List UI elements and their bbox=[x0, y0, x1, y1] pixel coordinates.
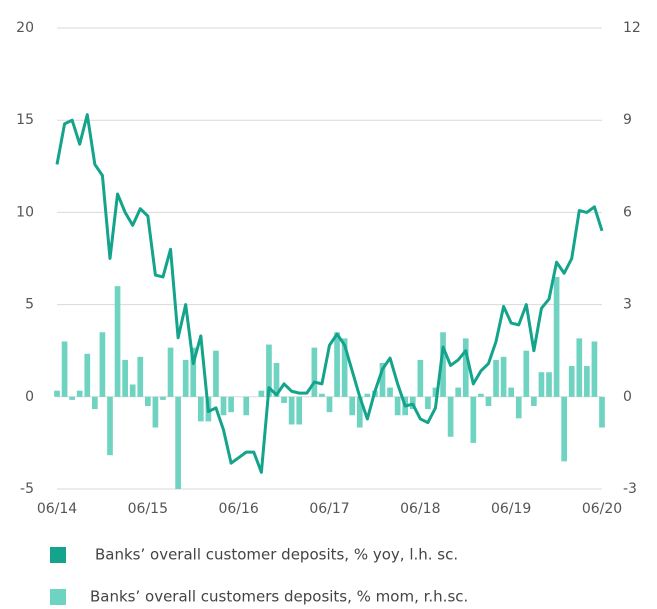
bar bbox=[326, 396, 333, 413]
y-tick-label: 10 bbox=[16, 204, 34, 220]
bar bbox=[175, 396, 181, 489]
bar bbox=[447, 396, 454, 437]
bar bbox=[220, 396, 227, 416]
bar bbox=[508, 387, 515, 397]
bar bbox=[462, 338, 469, 397]
bar bbox=[197, 396, 204, 422]
x-tick-label: 06/20 bbox=[582, 501, 622, 517]
bar bbox=[500, 356, 507, 397]
bar bbox=[54, 390, 60, 397]
x-tick-label: 06/17 bbox=[309, 501, 349, 517]
bar bbox=[84, 353, 91, 397]
bar bbox=[379, 362, 386, 397]
legend-label: Banks’ overall customers deposits, % mom… bbox=[90, 588, 468, 606]
y-tick-label: -5 bbox=[20, 481, 34, 497]
bar bbox=[394, 396, 401, 416]
x-tick-label: 06/19 bbox=[491, 501, 531, 517]
bar bbox=[356, 396, 363, 428]
bar bbox=[341, 338, 348, 397]
bar bbox=[107, 396, 113, 456]
bar bbox=[417, 359, 424, 397]
x-tick-label: 06/16 bbox=[218, 501, 258, 517]
bar bbox=[591, 341, 598, 397]
bar bbox=[561, 396, 567, 462]
x-tick-label: 06/15 bbox=[128, 501, 168, 517]
bar bbox=[266, 344, 272, 397]
bar bbox=[167, 347, 174, 397]
bar bbox=[152, 396, 159, 428]
bar bbox=[364, 393, 371, 397]
bar bbox=[137, 356, 144, 397]
bar bbox=[122, 359, 128, 397]
bar bbox=[538, 372, 545, 397]
bar bbox=[470, 396, 477, 443]
bar bbox=[258, 390, 265, 397]
y2-tick-label: -3 bbox=[623, 481, 637, 497]
bar bbox=[425, 396, 431, 410]
bar bbox=[432, 387, 439, 397]
bar bbox=[182, 359, 189, 397]
bar bbox=[243, 396, 250, 416]
bar bbox=[523, 350, 530, 397]
y-tick-label: 15 bbox=[16, 112, 34, 128]
y2-tick-label: 3 bbox=[623, 297, 632, 313]
line bbox=[55, 113, 604, 474]
bar bbox=[455, 387, 462, 397]
bar bbox=[228, 396, 234, 413]
bar bbox=[190, 347, 197, 397]
bar bbox=[144, 396, 151, 407]
bar bbox=[69, 396, 75, 400]
legend-swatch bbox=[50, 547, 66, 563]
bar bbox=[349, 396, 356, 416]
bar bbox=[281, 396, 287, 403]
bar bbox=[92, 396, 98, 410]
bar bbox=[129, 384, 136, 397]
bar bbox=[319, 393, 325, 397]
bar bbox=[114, 286, 121, 397]
bar bbox=[546, 372, 552, 397]
bar bbox=[440, 332, 446, 397]
bar bbox=[76, 390, 83, 397]
bar bbox=[296, 396, 303, 425]
bar bbox=[553, 276, 560, 397]
bar bbox=[515, 396, 522, 419]
x-tick-label: 06/14 bbox=[37, 501, 77, 517]
legend-swatch bbox=[50, 589, 66, 605]
bar bbox=[531, 396, 537, 407]
bar bbox=[99, 332, 106, 397]
bar bbox=[493, 359, 499, 397]
bar bbox=[387, 387, 393, 397]
bar bbox=[213, 350, 219, 397]
legend-label: Banks’ overall customer deposits, % yoy,… bbox=[95, 546, 458, 564]
y2-tick-label: 6 bbox=[623, 204, 632, 220]
bar bbox=[160, 396, 166, 400]
y2-tick-label: 9 bbox=[623, 112, 632, 128]
bar bbox=[576, 338, 583, 397]
y-tick-label: 20 bbox=[16, 20, 34, 36]
y-tick-label: 5 bbox=[25, 297, 34, 313]
bar bbox=[478, 393, 484, 397]
bar bbox=[288, 396, 295, 425]
bar bbox=[334, 332, 340, 397]
y-tick-label: 0 bbox=[25, 389, 34, 405]
bar bbox=[311, 347, 318, 397]
bar bbox=[485, 396, 492, 407]
y2-tick-label: 0 bbox=[623, 389, 632, 405]
bar bbox=[273, 362, 280, 397]
bar bbox=[599, 396, 605, 428]
bar bbox=[584, 366, 590, 397]
x-tick-label: 06/18 bbox=[400, 501, 440, 517]
bar bbox=[61, 341, 68, 397]
y2-tick-label: 12 bbox=[623, 20, 641, 36]
bar bbox=[568, 366, 575, 397]
